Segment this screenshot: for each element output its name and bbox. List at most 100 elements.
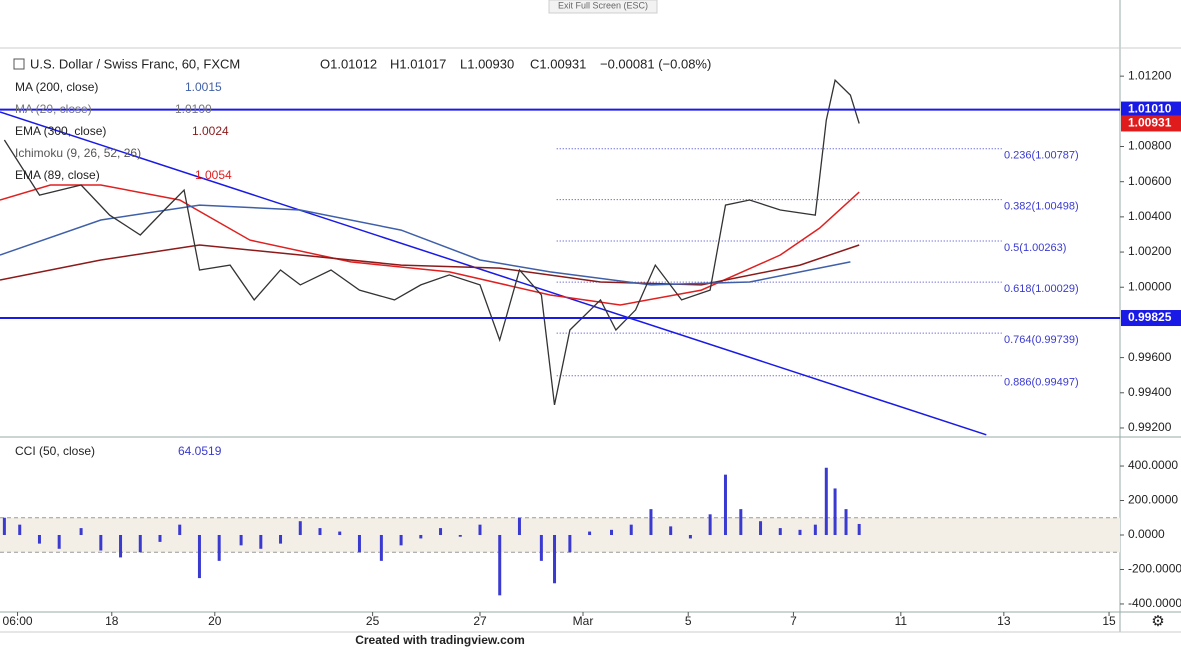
y-tick-label: -200.0000 — [1128, 562, 1181, 576]
cci-bar — [553, 535, 557, 584]
x-tick-label: 11 — [895, 614, 908, 628]
ohlc-change: −0.00081 (−0.08%) — [600, 56, 711, 71]
cci-bar — [259, 535, 263, 549]
settings-icon[interactable]: ⚙ — [1151, 613, 1164, 630]
cci-bar — [119, 535, 123, 558]
cci-bar — [517, 517, 521, 535]
y-tick-label: 0.0000 — [1128, 527, 1165, 541]
fib-label: 0.236(1.00787) — [1004, 150, 1079, 162]
indicator-name: EMA (300, close) — [15, 124, 106, 138]
cci-bar — [338, 531, 342, 535]
fib-label: 0.382(1.00498) — [1004, 201, 1079, 213]
exit-button-bg[interactable] — [548, 0, 658, 14]
collapse-icon[interactable] — [13, 58, 25, 70]
cci-bar — [379, 535, 383, 561]
y-tick-label: 0.99600 — [1128, 350, 1172, 364]
cci-bar — [588, 531, 592, 535]
cci-bar — [669, 526, 673, 535]
y-tick-label: -400.0000 — [1128, 596, 1181, 610]
cci-bar — [844, 509, 848, 535]
cci-bar — [813, 524, 817, 535]
cci-bar — [568, 535, 572, 553]
price-badge-label: 1.01010 — [1128, 102, 1172, 116]
cci-bar — [498, 535, 502, 596]
moving-average — [0, 184, 860, 306]
fib-label: 0.618(1.00029) — [1004, 283, 1079, 295]
last-price-badge — [1121, 115, 1181, 132]
exit-button[interactable]: Exit Full Screen (ESC) — [558, 0, 648, 10]
price-badge-label: 0.99825 — [1128, 310, 1172, 324]
cci-bar — [778, 528, 782, 535]
cci-bar — [197, 535, 201, 579]
cci-bar — [478, 524, 482, 535]
cci-bar — [539, 535, 543, 561]
x-tick-label: 5 — [685, 614, 692, 628]
indicator-name: EMA (89, close) — [15, 168, 100, 182]
x-tick-label: 27 — [473, 614, 487, 628]
trendline — [0, 111, 987, 436]
cci-bar — [178, 524, 182, 535]
x-tick-label: 25 — [366, 614, 380, 628]
cci-bar — [57, 535, 61, 549]
indicator-name: Ichimoku (9, 26, 52, 26) — [15, 146, 141, 160]
y-tick-label: 200.0000 — [1128, 493, 1178, 507]
moving-average — [0, 244, 860, 286]
last-price-label: 1.00931 — [1128, 116, 1172, 130]
indicator-value: 64.0519 — [178, 444, 222, 458]
ohlc-open: O1.01012 — [320, 56, 377, 71]
fib-label: 0.5(1.00263) — [1004, 242, 1066, 254]
cci-bar — [629, 524, 633, 535]
x-tick-label: 06:00 — [3, 614, 33, 628]
legend: U.S. Dollar / Swiss Franc, 60, FXCM O1.0… — [13, 56, 711, 458]
indicator-name: MA (20, close) — [15, 102, 92, 116]
cci-bar — [610, 529, 614, 535]
indicator-value: 1.0100 — [175, 102, 212, 116]
cci-bar — [399, 535, 403, 546]
ohlc-high: H1.01017 — [390, 56, 446, 71]
cci-bar — [2, 517, 6, 535]
y-tick-label: 1.00000 — [1128, 279, 1172, 293]
x-tick-label: Mar — [573, 614, 594, 628]
cci-bar — [857, 523, 861, 535]
cci-bar — [798, 529, 802, 535]
cci-bar — [833, 488, 837, 535]
cci-bar — [217, 535, 221, 561]
cci-bar — [37, 535, 41, 544]
y-tick-label: 1.00400 — [1128, 209, 1172, 223]
x-tick-label: 13 — [997, 614, 1011, 628]
y-tick-label: 0.99200 — [1128, 420, 1172, 434]
cci-bar — [439, 528, 443, 535]
indicator-value: 1.0054 — [195, 168, 232, 182]
cci-bar — [688, 535, 692, 539]
indicator-name: MA (200, close) — [15, 80, 98, 94]
indicator-value: 1.0024 — [192, 124, 229, 138]
fib-label: 0.886(0.99497) — [1004, 377, 1079, 389]
indicator-name: CCI (50, close) — [15, 444, 95, 458]
y-tick-label: 1.01200 — [1128, 68, 1172, 82]
cci-bar — [708, 514, 712, 535]
fib-label: 0.764(0.99739) — [1004, 334, 1079, 346]
price-badge — [1121, 101, 1181, 118]
price-line — [3, 78, 860, 406]
cci-bar — [18, 524, 22, 535]
cci-bar — [158, 535, 162, 542]
ohlc-low: L1.00930 — [460, 56, 514, 71]
cci-bar — [419, 535, 423, 539]
indicator-value: 1.0015 — [185, 80, 222, 94]
ohlc-close: C1.00931 — [530, 56, 586, 71]
footer: Created with tradingview.com — [355, 633, 525, 647]
cci-bar — [79, 528, 83, 535]
y-tick-label: 0.99400 — [1128, 385, 1172, 399]
price-badge — [1121, 310, 1181, 327]
cci-bar — [723, 474, 727, 535]
x-tick-label: 15 — [1102, 614, 1116, 628]
cci-bar — [298, 521, 302, 535]
cci-bar — [279, 535, 283, 544]
cci-bar — [318, 528, 322, 535]
cci-bar — [649, 509, 653, 535]
cci-bar — [99, 535, 103, 551]
x-tick-label: 7 — [790, 614, 797, 628]
moving-average — [0, 204, 851, 286]
